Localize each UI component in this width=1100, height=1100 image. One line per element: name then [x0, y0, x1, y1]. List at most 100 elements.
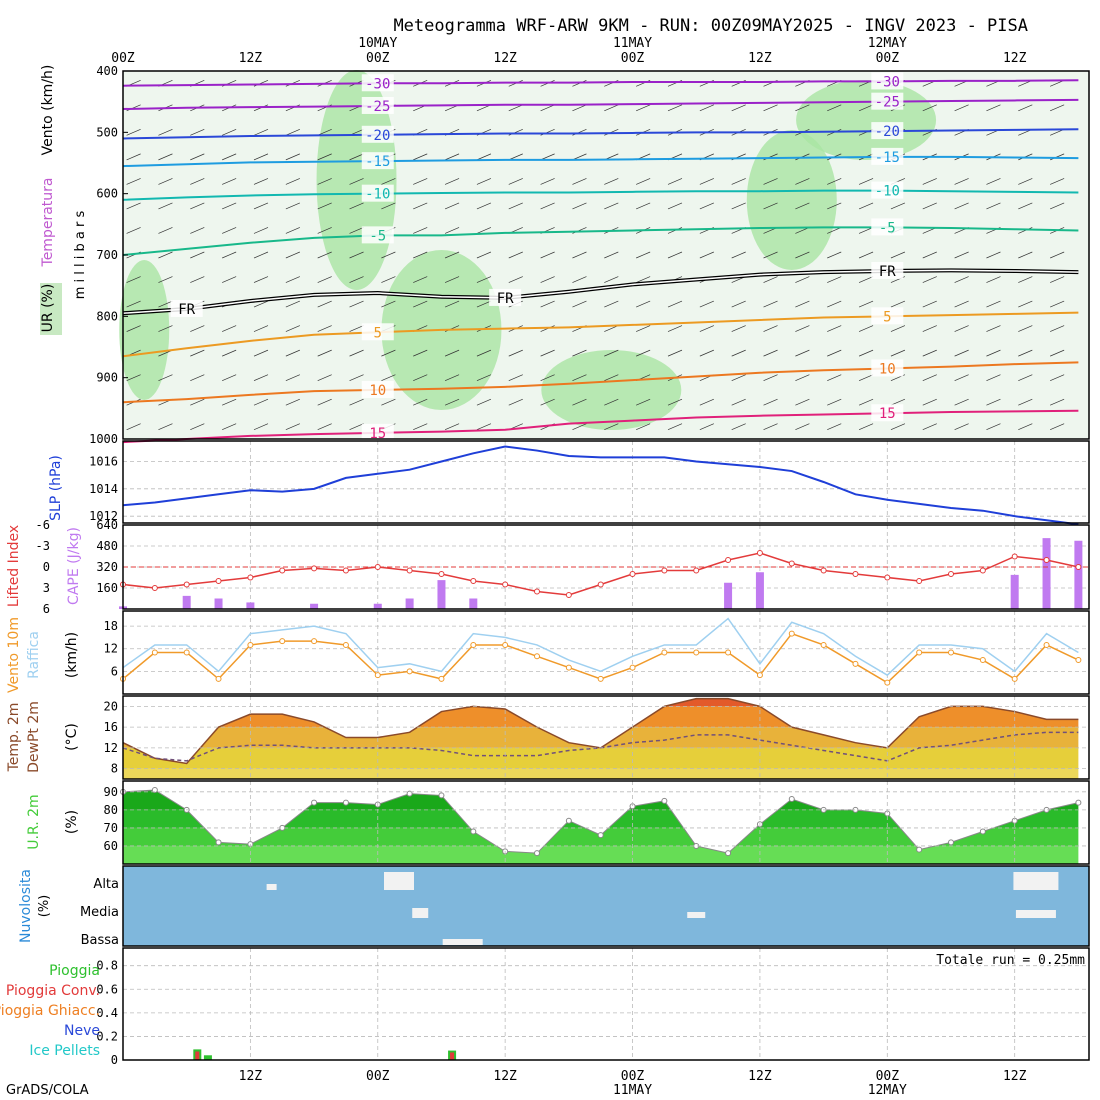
wind-barb — [413, 276, 428, 283]
lifted-index-point — [629, 571, 636, 577]
cape-bar — [214, 598, 223, 609]
wind-barb — [349, 202, 364, 210]
wind-barb — [986, 251, 1001, 259]
lifted-index-point — [820, 567, 827, 574]
rh-tick: 60 — [104, 839, 118, 853]
pressure-tick: 500 — [96, 125, 118, 139]
isotherm-label: -25 — [875, 95, 900, 111]
isotherm-label: -30 — [875, 74, 900, 90]
wind-barb — [795, 325, 810, 332]
wind-barb — [444, 423, 460, 431]
cape-bar — [1042, 538, 1051, 609]
cloud-cover-cell — [442, 939, 483, 945]
wind-barb — [763, 423, 778, 431]
wind-barb — [508, 349, 523, 357]
wind-barb — [763, 276, 778, 283]
wind-barb — [636, 423, 651, 431]
wind-barb — [1018, 300, 1033, 308]
wind-barb — [1050, 398, 1065, 406]
wind-barb — [476, 300, 492, 308]
rh-point — [948, 839, 954, 846]
wind-barb — [444, 251, 460, 259]
slp-axis-label: SLP (hPa) — [48, 455, 64, 521]
wind-barb — [604, 178, 619, 185]
wind-barb — [381, 178, 396, 185]
wind-barb — [126, 374, 141, 381]
wind-barb — [922, 374, 937, 381]
wind-barb — [636, 276, 651, 283]
wind-barb — [699, 398, 714, 406]
top-date-label: 12MAY — [868, 36, 907, 51]
slp-tick: 1016 — [89, 455, 118, 469]
slp-line — [122, 445, 1079, 526]
wind-barb — [540, 153, 555, 161]
lifted-index-point — [247, 574, 254, 581]
wind-barb — [253, 325, 269, 332]
wind-barb — [763, 374, 778, 381]
wind-barb — [540, 374, 555, 381]
wind-barb — [1050, 178, 1065, 185]
wind-barb — [476, 423, 492, 431]
wind-barb — [413, 423, 428, 431]
precipitation-panel: 0 0.2 0.4 0.6 0.8 Totale run = 0.25mm Pioggia P… — [0, 947, 1090, 1067]
lifted-index-point — [1075, 564, 1082, 570]
wind-point — [820, 641, 827, 648]
lifted-index-point — [438, 571, 445, 577]
wind-barb — [795, 300, 810, 308]
wind-barb — [1050, 349, 1065, 357]
lifted-index-point — [788, 560, 795, 567]
cape-bar — [405, 598, 414, 609]
lifted-index-point — [948, 571, 954, 577]
wind-barb — [572, 398, 587, 406]
wind-point — [788, 630, 795, 637]
wind-barb — [667, 251, 683, 259]
wind-barb — [667, 178, 683, 185]
wind-barb — [349, 325, 364, 332]
isotherm-line — [122, 361, 1079, 404]
lifted-index-point — [183, 581, 190, 588]
isotherm-line — [122, 79, 1079, 87]
precip-legend-label: Ice Pellets — [29, 1043, 100, 1059]
wind-barb — [476, 276, 492, 283]
wind-barb — [954, 325, 969, 332]
rh-point — [215, 839, 222, 846]
lifted-index-point — [311, 565, 318, 572]
wind-barb — [285, 276, 300, 283]
wind-barb — [413, 251, 428, 259]
isotherm-label: 10 — [879, 361, 896, 377]
rh-band — [123, 809, 1079, 828]
cape-bar — [724, 582, 733, 609]
lifted-axis-label: Lifted Index — [6, 525, 22, 607]
wind-barb — [413, 227, 428, 234]
wind-barb — [667, 398, 683, 406]
wind-barb — [349, 251, 364, 259]
isotherm-label-bg — [871, 92, 904, 110]
cape-bar — [246, 602, 255, 609]
rh-tick: 80 — [104, 803, 118, 817]
rh-point — [597, 832, 604, 839]
cape-bar — [1010, 574, 1019, 609]
wind-barb — [795, 276, 810, 283]
wind-barb — [986, 398, 1001, 406]
wind-barb — [763, 349, 778, 357]
wind-barb — [1050, 276, 1065, 283]
wind-barb — [126, 300, 141, 308]
wind-barb — [317, 129, 332, 136]
isotherm-line — [122, 155, 1079, 168]
wind-barb — [1050, 325, 1065, 332]
wind-point — [725, 649, 732, 656]
temp-band — [123, 698, 1079, 707]
cape-axis-label: CAPE (J/kg) — [66, 527, 82, 605]
wind-barb — [222, 202, 237, 210]
legend-gust: Raffica — [26, 631, 42, 679]
wind-barb — [190, 349, 205, 357]
wind-barb — [922, 178, 937, 185]
wind-barb — [317, 349, 332, 357]
wind-barb — [827, 104, 842, 112]
wind-barb — [604, 276, 619, 283]
wind-barb — [158, 276, 173, 283]
wind-barb — [699, 178, 714, 185]
wind-barb — [190, 178, 205, 185]
rh-point — [151, 787, 158, 794]
top-time-label: 00Z — [621, 51, 645, 66]
